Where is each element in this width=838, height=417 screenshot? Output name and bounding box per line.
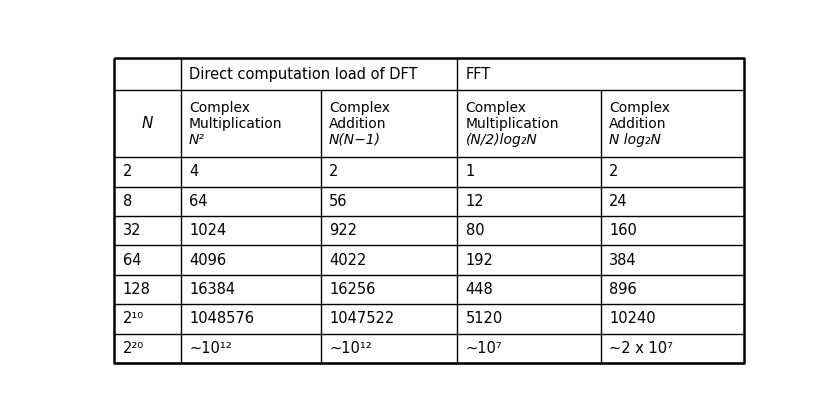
Text: N: N — [142, 116, 153, 131]
Text: ~2 x 10⁷: ~2 x 10⁷ — [609, 341, 673, 356]
Text: 1048576: 1048576 — [189, 311, 254, 327]
Text: 4022: 4022 — [329, 253, 366, 268]
Text: Multiplication: Multiplication — [466, 117, 559, 131]
Text: 2: 2 — [123, 164, 132, 179]
Text: Complex: Complex — [189, 100, 250, 115]
Text: N(N−1): N(N−1) — [329, 133, 381, 147]
Text: Multiplication: Multiplication — [189, 117, 282, 131]
Text: 2: 2 — [609, 164, 618, 179]
Text: 80: 80 — [466, 223, 484, 238]
Text: 5120: 5120 — [466, 311, 503, 327]
Text: 64: 64 — [189, 194, 208, 209]
Text: 128: 128 — [123, 282, 151, 297]
Text: 1024: 1024 — [189, 223, 226, 238]
Text: FFT: FFT — [466, 67, 491, 82]
Text: 56: 56 — [329, 194, 348, 209]
Text: Complex: Complex — [466, 100, 526, 115]
Text: N log₂N: N log₂N — [609, 133, 661, 147]
Text: 12: 12 — [466, 194, 484, 209]
Text: ~10¹²: ~10¹² — [189, 341, 232, 356]
Text: 2²⁰: 2²⁰ — [123, 341, 144, 356]
Text: 64: 64 — [123, 253, 142, 268]
Text: 4096: 4096 — [189, 253, 226, 268]
Text: 384: 384 — [609, 253, 637, 268]
Text: 16256: 16256 — [329, 282, 375, 297]
Text: 2¹⁰: 2¹⁰ — [123, 311, 144, 327]
Text: 160: 160 — [609, 223, 637, 238]
Text: 922: 922 — [329, 223, 357, 238]
Text: Addition: Addition — [329, 117, 386, 131]
Text: (N/2)log₂N: (N/2)log₂N — [466, 133, 537, 147]
Text: 2: 2 — [329, 164, 339, 179]
Text: 448: 448 — [466, 282, 494, 297]
Text: 32: 32 — [123, 223, 142, 238]
Text: Direct computation load of DFT: Direct computation load of DFT — [189, 67, 417, 82]
Text: ~10¹²: ~10¹² — [329, 341, 372, 356]
Text: Addition: Addition — [609, 117, 667, 131]
Text: 16384: 16384 — [189, 282, 235, 297]
Text: 4: 4 — [189, 164, 199, 179]
Text: 1047522: 1047522 — [329, 311, 395, 327]
Text: N²: N² — [189, 133, 205, 147]
Text: Complex: Complex — [609, 100, 670, 115]
Text: 10240: 10240 — [609, 311, 656, 327]
Text: 8: 8 — [123, 194, 132, 209]
Text: 24: 24 — [609, 194, 628, 209]
Text: ~10⁷: ~10⁷ — [466, 341, 502, 356]
Text: 1: 1 — [466, 164, 475, 179]
Text: 192: 192 — [466, 253, 494, 268]
Text: Complex: Complex — [329, 100, 391, 115]
Text: 896: 896 — [609, 282, 637, 297]
